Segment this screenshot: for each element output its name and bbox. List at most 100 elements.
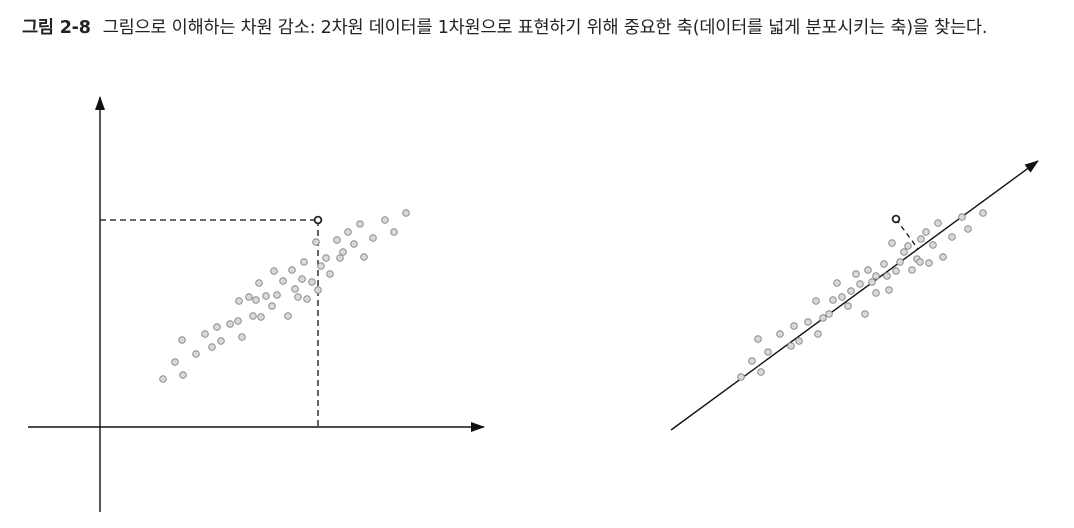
left-data-point <box>303 295 311 303</box>
right-data-point <box>900 248 908 256</box>
left-data-point <box>179 371 187 379</box>
right-data-point <box>844 302 852 310</box>
right-data-point <box>892 267 900 275</box>
left-data-point <box>268 302 276 310</box>
right-data-point <box>917 235 925 243</box>
left-data-point <box>257 313 265 321</box>
left-data-point <box>350 240 358 248</box>
left-data-point <box>178 336 186 344</box>
left-data-point <box>339 248 347 256</box>
left-data-point <box>298 275 306 283</box>
right-data-point <box>757 368 765 376</box>
right-data-point <box>825 310 833 318</box>
right-data-point <box>885 286 893 294</box>
right-data-point <box>958 213 966 221</box>
right-data-point <box>838 293 846 301</box>
figure-label: 그림 2-8 <box>22 18 91 38</box>
right-data-point <box>939 253 947 261</box>
left-data-point <box>317 262 325 270</box>
figure-caption: 그림 2-8 그림으로 이해하는 차원 감소: 2차원 데이터를 1차원으로 표현… <box>22 14 1057 43</box>
right-data-point <box>776 330 784 338</box>
right-data-point <box>804 318 812 326</box>
left-data-point <box>208 343 216 351</box>
right-data-point <box>872 272 880 280</box>
right-data-point <box>748 357 756 365</box>
right-data-point <box>754 335 762 343</box>
right-data-point <box>812 297 820 305</box>
right-data-point <box>764 348 772 356</box>
left-data-point <box>226 320 234 328</box>
left-data-point <box>213 323 221 331</box>
highlighted-point <box>313 215 323 225</box>
right-data-point <box>829 296 837 304</box>
right-data-point <box>790 322 798 330</box>
left-data-point <box>279 277 287 285</box>
left-data-point <box>217 337 225 345</box>
left-data-point <box>336 254 344 262</box>
right-data-point <box>904 242 912 250</box>
left-data-point <box>171 358 179 366</box>
left-data-point <box>308 278 316 286</box>
right-data-point <box>872 289 880 297</box>
left-data-point <box>322 254 330 262</box>
principal-axis-arrow <box>670 160 1039 431</box>
left-data-point <box>255 279 263 287</box>
right-data-point <box>896 258 904 266</box>
left-panel <box>28 96 485 512</box>
left-data-point <box>245 293 253 301</box>
left-data-point <box>252 296 260 304</box>
left-data-point <box>234 317 242 325</box>
left-data-point <box>201 330 209 338</box>
right-data-point <box>934 219 942 227</box>
left-data-point <box>288 266 296 274</box>
left-data-point <box>333 236 341 244</box>
right-data-point <box>861 310 869 318</box>
left-data-point <box>314 286 322 294</box>
left-data-point <box>402 209 410 217</box>
highlighted-point-right <box>891 214 901 224</box>
right-data-point <box>852 270 860 278</box>
right-data-point <box>819 314 827 322</box>
left-data-point <box>235 297 243 305</box>
left-scatter-points <box>159 209 410 383</box>
left-data-point <box>273 291 281 299</box>
left-data-point <box>159 375 167 383</box>
right-data-point <box>925 259 933 267</box>
left-data-point <box>390 228 398 236</box>
left-data-point <box>312 238 320 246</box>
right-data-point <box>787 342 795 350</box>
right-panel <box>670 160 1039 431</box>
left-data-point <box>369 234 377 242</box>
caption-text: 그림으로 이해하는 차원 감소: 2차원 데이터를 1차원으로 표현하기 위해 … <box>102 18 988 38</box>
left-data-point <box>356 220 364 228</box>
right-data-point <box>833 279 841 287</box>
right-data-point <box>964 225 972 233</box>
left-data-point <box>326 270 334 278</box>
left-data-point <box>284 312 292 320</box>
right-data-point <box>948 233 956 241</box>
left-data-point <box>270 267 278 275</box>
left-data-point <box>291 285 299 293</box>
right-data-point <box>883 272 891 280</box>
right-data-point <box>847 287 855 295</box>
right-data-point <box>868 278 876 286</box>
left-data-point <box>360 253 368 261</box>
left-data-point <box>294 293 302 301</box>
right-data-point <box>856 280 864 288</box>
left-data-point <box>249 312 257 320</box>
right-data-point <box>737 373 745 381</box>
right-data-point <box>888 239 896 247</box>
right-data-point <box>979 209 987 217</box>
left-data-point <box>381 216 389 224</box>
left-data-point <box>192 350 200 358</box>
left-data-point <box>262 292 270 300</box>
right-data-point <box>795 337 803 345</box>
projection-distance-line <box>895 218 919 250</box>
right-data-point <box>922 228 930 236</box>
right-data-point <box>864 266 872 274</box>
right-data-point <box>929 241 937 249</box>
right-data-point <box>880 260 888 268</box>
right-data-point <box>916 258 924 266</box>
right-scatter-points <box>737 209 987 381</box>
